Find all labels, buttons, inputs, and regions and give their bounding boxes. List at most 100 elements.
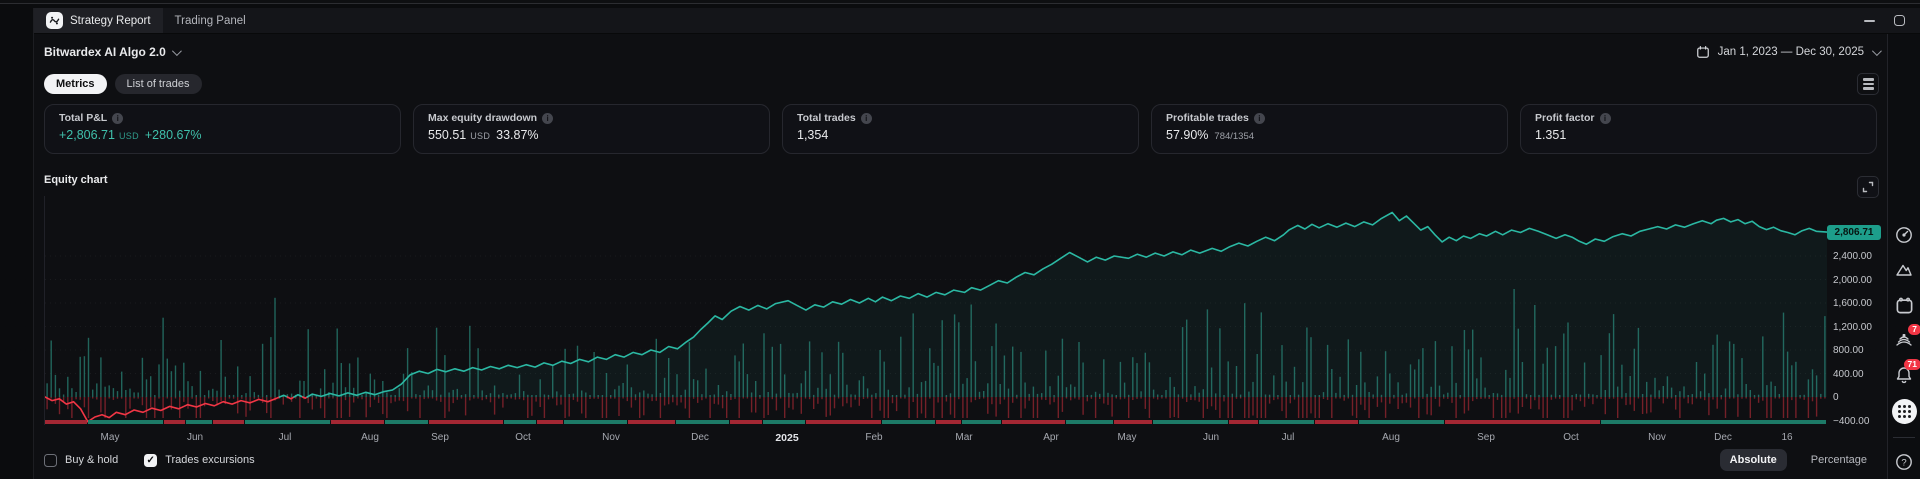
tab-metrics[interactable]: Metrics <box>44 74 107 94</box>
strategy-selector[interactable]: Bitwardex AI Algo 2.0 <box>44 45 182 59</box>
time-axis-label: Nov <box>602 432 620 443</box>
long-period-segment <box>245 420 331 424</box>
window-controls <box>1862 8 1920 33</box>
time-axis-label: Mar <box>955 432 973 443</box>
card-label: Total P&L <box>59 112 108 124</box>
calendar-icon[interactable] <box>1893 294 1915 316</box>
price-axis-label: −400.00 <box>1833 415 1870 427</box>
card-unit: USD <box>118 131 139 141</box>
time-axis-label: Oct <box>1563 432 1579 443</box>
info-icon[interactable]: i <box>1599 112 1611 124</box>
short-period-segment <box>628 420 675 424</box>
metrics-cards-row: Total P&L i +2,806.71 USD +280.67% Max equi… <box>44 104 1877 154</box>
help-icon[interactable]: ? <box>1893 451 1915 473</box>
time-axis-label: Oct <box>515 432 531 443</box>
apps-grid-icon[interactable] <box>1891 399 1917 424</box>
left-gutter <box>0 8 34 479</box>
card-value: 550.51 <box>428 128 467 142</box>
strategy-report-content: Bitwardex AI Algo 2.0 Jan 1, 2023 — Dec … <box>34 34 1887 479</box>
short-period-segment <box>212 420 245 424</box>
info-icon[interactable]: i <box>860 112 872 124</box>
price-axis-label: 1,200.00 <box>1833 321 1872 333</box>
long-period-segment <box>88 420 163 424</box>
expand-icon <box>1862 181 1874 193</box>
checkbox-label: Buy & hold <box>65 454 119 466</box>
long-period-segment <box>675 420 730 424</box>
card-value: 1,354 <box>797 128 829 142</box>
last-value-badge: 2,806.71 <box>1827 224 1881 240</box>
short-period-segment <box>428 420 504 424</box>
chart-footer: Buy & hold ✓ Trades excursions Absolute … <box>44 447 1877 473</box>
date-range-picker[interactable]: Jan 1, 2023 — Dec 30, 2025 <box>1696 45 1882 59</box>
shapes-icon[interactable] <box>1893 259 1915 281</box>
short-period-segment <box>163 420 186 424</box>
card-profit-factor: Profit factor i 1.351 <box>1520 104 1877 154</box>
time-axis[interactable]: May Jun Jul Aug Sep Oct Nov Dec 2025 Feb Mar Apr May… <box>44 429 1826 449</box>
minimize-icon <box>1863 19 1875 22</box>
tab-trading-panel[interactable]: Trading Panel <box>163 8 258 33</box>
radar-icon[interactable] <box>1893 224 1915 246</box>
short-period-segment <box>1001 420 1066 424</box>
long-period-segment <box>504 420 537 424</box>
report-header: Bitwardex AI Algo 2.0 Jan 1, 2023 — Dec … <box>44 40 1882 64</box>
tab-label: Trading Panel <box>174 14 246 27</box>
notifications-badge: 71 <box>1903 359 1920 371</box>
value-mode-toggle: Absolute Percentage <box>1719 449 1877 471</box>
card-value: 1.351 <box>1535 128 1567 142</box>
info-icon[interactable]: i <box>1253 112 1265 124</box>
price-axis[interactable]: 2,400.00 2,000.00 1,600.00 1,200.00 800.00 40… <box>1826 196 1887 427</box>
card-label: Profitable trades <box>1166 112 1249 124</box>
tab-strategy-report[interactable]: Strategy Report <box>34 8 163 33</box>
price-axis-label: 2,400.00 <box>1833 250 1872 262</box>
checkbox-label: Trades excursions <box>165 454 255 466</box>
broadcast-icon[interactable]: 7 <box>1893 324 1920 351</box>
card-profitable-trades: Profitable trades i 57.90% 784/1354 <box>1151 104 1508 154</box>
info-icon[interactable]: i <box>542 112 554 124</box>
long-period-segment <box>385 420 428 424</box>
short-period-segment <box>806 420 881 424</box>
chevron-down-icon <box>171 45 182 56</box>
short-period-segment <box>730 420 762 424</box>
info-icon[interactable]: i <box>112 112 124 124</box>
short-period-segment <box>1444 420 1600 424</box>
time-axis-label: May <box>100 432 120 443</box>
card-max-drawdown: Max equity drawdown i 550.51 USD 33.87% <box>413 104 770 154</box>
trades-excursions-checkbox[interactable]: ✓ Trades excursions <box>144 453 255 467</box>
price-axis-label: 1,600.00 <box>1833 298 1872 309</box>
panel-resize-handle[interactable] <box>0 0 1920 8</box>
card-sub-value: 33.87% <box>496 128 539 142</box>
strategy-tester-icon <box>46 12 63 29</box>
minimize-button[interactable] <box>1862 14 1876 28</box>
card-label: Profit factor <box>1535 112 1595 124</box>
chevron-down-icon <box>1871 45 1882 56</box>
long-period-segment <box>1259 420 1315 424</box>
mode-absolute[interactable]: Absolute <box>1719 449 1787 471</box>
expand-chart-button[interactable] <box>1857 176 1879 198</box>
tab-list-of-trades[interactable]: List of trades <box>114 74 202 94</box>
card-value: +2,806.71 <box>59 128 115 142</box>
restore-button[interactable] <box>1892 14 1906 28</box>
time-axis-label: Jul <box>1281 432 1295 443</box>
equity-chart-title: Equity chart <box>44 174 108 186</box>
time-axis-label: Nov <box>1648 432 1666 443</box>
right-toolbar: 7 71 ? <box>1887 34 1920 479</box>
date-range-value: Jan 1, 2023 — Dec 30, 2025 <box>1717 46 1864 58</box>
long-period-segment <box>1600 420 1827 424</box>
short-period-segment <box>537 420 563 424</box>
bell-icon[interactable]: 71 <box>1893 359 1920 386</box>
layout-rows-button[interactable] <box>1857 73 1879 95</box>
time-axis-label: Dec <box>691 432 709 443</box>
view-toggle-row: Metrics List of trades <box>44 72 1879 96</box>
time-axis-label: Sep <box>431 432 449 443</box>
card-unit: USD <box>470 131 491 141</box>
long-period-segment <box>563 420 628 424</box>
long-period-segment <box>1358 420 1444 424</box>
time-axis-label: Aug <box>1382 432 1400 443</box>
restore-icon <box>1893 15 1905 26</box>
short-period-segment <box>1315 420 1358 424</box>
buy-and-hold-checkbox[interactable]: Buy & hold <box>44 453 119 467</box>
mode-percentage[interactable]: Percentage <box>1810 454 1867 466</box>
equity-plot-area[interactable] <box>44 196 1827 425</box>
trade-direction-strip <box>45 420 1827 424</box>
